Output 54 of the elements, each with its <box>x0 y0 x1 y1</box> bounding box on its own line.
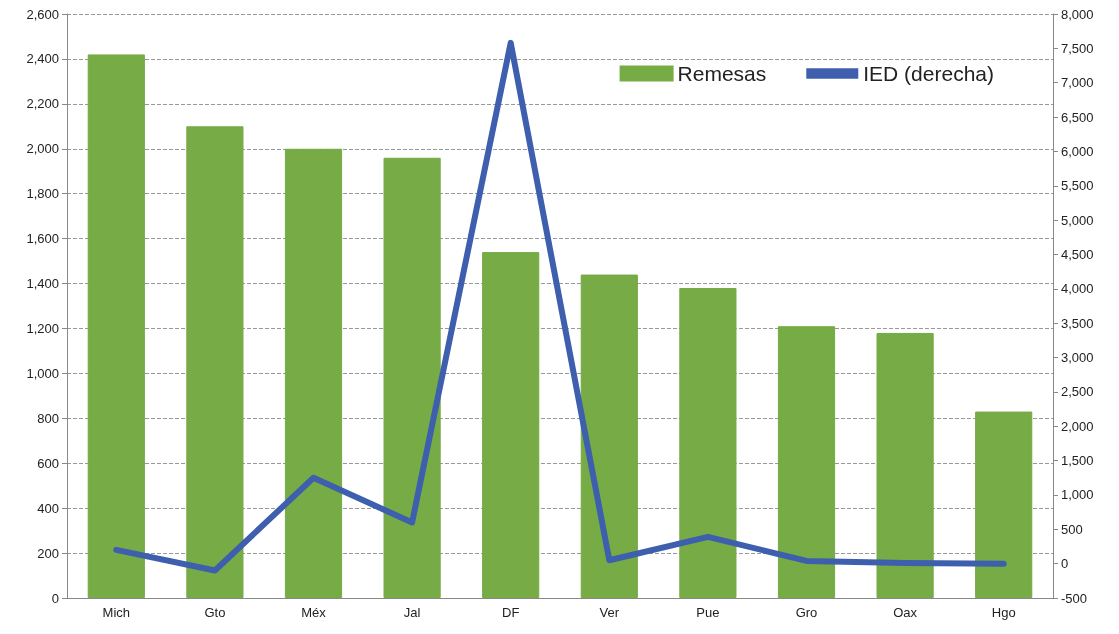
y-tick-label: 1,400 <box>26 276 59 292</box>
y2-tick-label: 6,500 <box>1061 109 1094 125</box>
y-tick-label: 2,600 <box>26 6 59 22</box>
y2-tick-label: 7,000 <box>1061 75 1094 91</box>
y-tick-label: 0 <box>51 590 59 606</box>
y2-tick-label: 3,000 <box>1061 350 1094 366</box>
y2-tick-label: 2,000 <box>1061 418 1094 434</box>
y-tick-label: 2,400 <box>26 51 59 67</box>
x-tick-label: DF <box>502 605 520 620</box>
y2-tick-label: 5,000 <box>1061 212 1094 228</box>
y-tick-label: 800 <box>37 410 59 426</box>
bar <box>383 157 441 598</box>
x-tick-label: Ver <box>599 605 620 620</box>
y2-tick-label: 500 <box>1061 521 1083 537</box>
bar <box>482 252 540 598</box>
legend-label: IED (derecha) <box>863 62 994 85</box>
y-tick-label: 1,200 <box>26 320 59 336</box>
bar <box>284 148 343 598</box>
y-tick-label: 2,200 <box>26 96 59 112</box>
x-tick-label: Pue <box>696 605 720 620</box>
y-tick-label: 1,800 <box>26 186 59 202</box>
y2-tick-label: -500 <box>1061 590 1088 606</box>
y2-tick-label: 2,500 <box>1061 384 1094 400</box>
x-tick-label: Gro <box>795 605 818 620</box>
bar <box>777 326 836 598</box>
x-tick-label: Méx <box>301 605 327 620</box>
y-tick-label: 1,000 <box>26 365 59 381</box>
y2-tick-label: 0 <box>1061 556 1069 572</box>
y2-tick-label: 5,500 <box>1061 178 1094 194</box>
y2-tick-label: 4,000 <box>1061 281 1094 297</box>
x-tick-label: Hgo <box>991 605 1016 620</box>
bar <box>87 54 145 598</box>
y2-tick-label: 6,000 <box>1061 143 1094 159</box>
legend-label: Remesas <box>677 62 767 85</box>
y-tick-label: 600 <box>37 455 59 471</box>
x-tick-label: Oax <box>893 605 918 620</box>
x-tick-label: Gto <box>204 605 226 620</box>
bar <box>975 411 1033 598</box>
y-tick-label: 2,000 <box>26 141 59 157</box>
bar <box>580 274 638 598</box>
x-tick-label: Jal <box>403 605 421 620</box>
y-tick-label: 1,600 <box>26 231 59 247</box>
y2-tick-label: 8,000 <box>1061 6 1094 22</box>
bar <box>876 332 934 598</box>
x-tick-label: Mich <box>102 605 131 620</box>
y2-tick-label: 4,500 <box>1061 246 1094 262</box>
y-tick-label: 200 <box>37 545 59 561</box>
bar <box>186 126 244 598</box>
y2-tick-label: 1,000 <box>1061 487 1094 503</box>
y-tick-label: 400 <box>37 500 59 516</box>
y2-tick-label: 1,500 <box>1061 453 1094 469</box>
y2-tick-label: 7,500 <box>1061 40 1094 56</box>
y2-tick-label: 3,500 <box>1061 315 1094 331</box>
bar <box>679 288 737 598</box>
